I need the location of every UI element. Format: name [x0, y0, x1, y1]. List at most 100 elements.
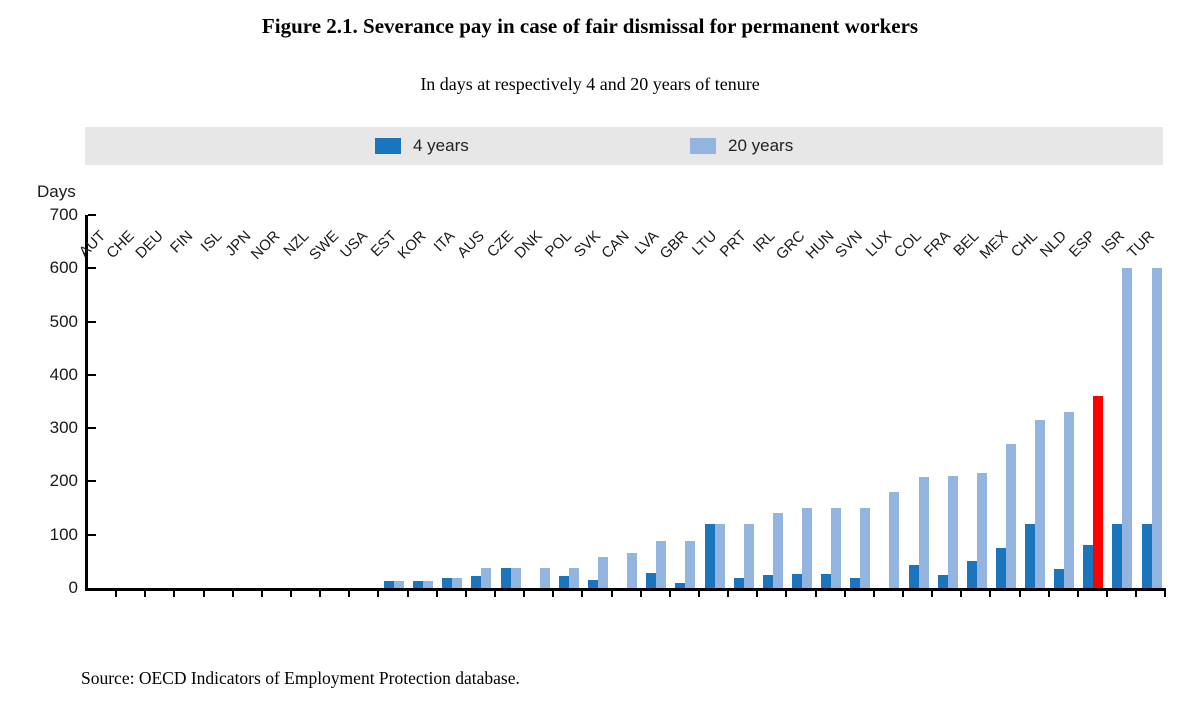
legend-item-20-years: 20 years — [690, 127, 793, 165]
legend-swatch-20-years — [690, 138, 716, 154]
bar-4years-PRT — [733, 578, 744, 588]
x-axis-tick — [493, 591, 496, 597]
bar-group-PRT: PRT — [717, 215, 759, 597]
bar-4years-IRL — [762, 574, 773, 588]
x-axis-tick — [989, 591, 992, 597]
bar-pair — [908, 215, 929, 588]
bar-group-DEU: DEU — [132, 215, 176, 597]
bar-group-CAN: CAN — [599, 215, 642, 597]
x-axis-tick — [289, 591, 292, 597]
bar-group-POL: POL — [542, 215, 584, 597]
x-axis-tick — [610, 591, 613, 597]
bar-4years-GRC — [791, 573, 802, 588]
bar-group-GBR: GBR — [656, 215, 700, 597]
bar-group-AUS: AUS — [454, 215, 496, 597]
bar-pair — [733, 215, 754, 588]
legend-item-4-years: 4 years — [375, 127, 469, 165]
bar-4years-ISR — [1112, 524, 1123, 588]
bar-4years-KOR — [413, 581, 424, 588]
bar-4years-AUS — [471, 576, 482, 588]
bar-20years-GBR — [685, 541, 696, 588]
x-axis-tick — [901, 591, 904, 597]
bar-pair — [442, 215, 463, 588]
y-axis-tick-label: 100 — [49, 524, 78, 544]
y-axis-tick — [88, 373, 96, 376]
figure-subtitle: In days at respectively 4 and 20 years o… — [420, 74, 760, 94]
bar-4years-LVA — [646, 573, 657, 588]
bar-pair — [355, 215, 375, 588]
bar-20years-LTU — [714, 524, 725, 588]
bar-20years-AUS — [481, 567, 492, 588]
bar-4years-LTU — [704, 524, 715, 588]
bar-4years-CZE — [500, 567, 511, 588]
bar-4years-EST — [383, 581, 394, 588]
bar-pair — [995, 215, 1016, 588]
bar-pair — [471, 215, 492, 588]
bar-group-TUR: TUR — [1124, 215, 1167, 597]
bar-group-CZE: CZE — [483, 215, 526, 597]
x-axis-tick — [814, 591, 817, 597]
x-axis-tick — [785, 591, 788, 597]
bar-20years-ISR — [1122, 268, 1133, 588]
bar-4years-NLD — [1054, 569, 1065, 588]
bar-group-DNK: DNK — [511, 215, 555, 597]
x-axis-tick — [464, 591, 467, 597]
bar-pair — [704, 215, 725, 588]
bar-pair — [850, 215, 871, 588]
bar-group-LTU: LTU — [689, 215, 730, 597]
bar-group-AUT: AUT — [75, 215, 118, 597]
bar-pair — [1112, 215, 1133, 588]
bar-20years-DNK — [539, 567, 550, 588]
bar-20years-SVK — [597, 557, 608, 588]
bar-pair — [587, 215, 608, 588]
y-axis-tick-label: 600 — [49, 258, 78, 278]
bar-pair — [937, 215, 958, 588]
bar-20years-GRC — [801, 508, 812, 588]
bar-20years-NLD — [1064, 412, 1075, 588]
y-axis-tick — [88, 480, 96, 483]
bar-pair — [646, 215, 667, 588]
chart-plot: AUT CHE DEU FIN ISL JPN NOR NZL SWE USA EST KOR ITA A… — [50, 205, 1167, 597]
y-axis-tick-label: 0 — [68, 578, 78, 597]
bar-20years-SVN — [860, 508, 871, 588]
bar-20years-POL — [568, 567, 579, 588]
x-axis-tick — [377, 591, 380, 597]
bar-4years-ITA — [442, 578, 453, 588]
bar-4years-HUN — [821, 573, 832, 588]
source-note: Source: OECD Indicators of Employment Pr… — [81, 668, 520, 688]
bar-group-HUN: HUN — [802, 215, 846, 597]
bar-pair — [151, 215, 171, 588]
x-axis-tick — [756, 591, 759, 597]
x-axis-tick — [1018, 591, 1021, 597]
bar-pair — [93, 215, 113, 588]
y-axis-tick-label: 300 — [49, 418, 78, 438]
x-axis-tick — [843, 591, 846, 597]
bar-group-ISL: ISL — [197, 215, 234, 597]
bar-20years-LUX — [889, 492, 900, 588]
x-axis-tick — [231, 591, 234, 597]
x-axis-tick — [435, 591, 438, 597]
y-axis-tick — [88, 533, 96, 536]
bar-group-BEL: BEL — [951, 215, 992, 597]
legend-label-20-years: 20 years — [728, 136, 794, 155]
bar-group-GRC: GRC — [772, 215, 817, 597]
bar-pair — [821, 215, 842, 588]
bar-20years-ITA — [452, 578, 463, 588]
bar-pair — [1025, 215, 1046, 588]
x-axis-tick — [668, 591, 671, 597]
bar-pair — [791, 215, 812, 588]
bar-20years-TUR — [1151, 268, 1162, 588]
bar-pair — [267, 215, 287, 588]
x-axis-tick — [727, 591, 730, 597]
y-axis-tick — [88, 214, 96, 217]
x-axis-tick — [1164, 591, 1167, 597]
bar-group-JPN: JPN — [222, 215, 263, 597]
bar-4years-MEX — [995, 548, 1006, 588]
y-axis-tick — [88, 267, 96, 270]
bar-pair — [383, 215, 404, 588]
bar-group-SWE: SWE — [306, 215, 351, 597]
x-axis-tick — [931, 591, 934, 597]
bar-group-LVA: LVA — [632, 215, 671, 597]
bar-group-CHL: CHL — [1008, 215, 1050, 597]
bar-pair — [326, 215, 346, 588]
